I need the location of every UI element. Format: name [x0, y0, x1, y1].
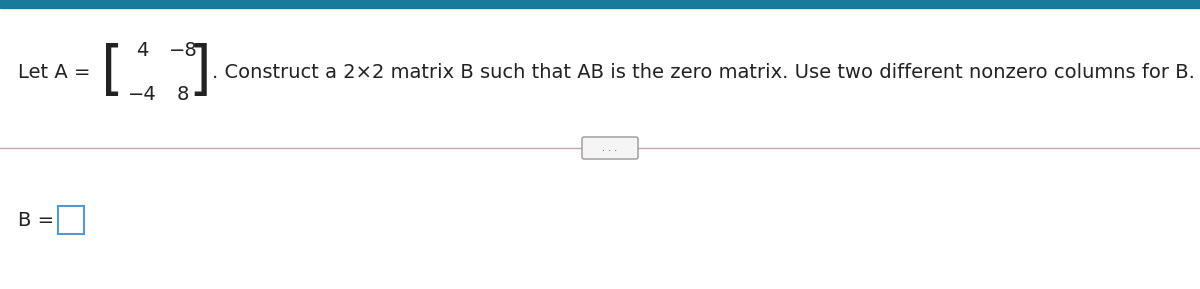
- Text: . . .: . . .: [602, 143, 618, 153]
- Text: . Construct a 2×2 matrix B such that AB is the zero matrix. Use two different no: . Construct a 2×2 matrix B such that AB …: [212, 62, 1195, 81]
- Text: ]: ]: [188, 44, 211, 101]
- Text: −8: −8: [169, 40, 197, 60]
- Text: −4: −4: [127, 84, 156, 103]
- FancyBboxPatch shape: [58, 206, 84, 234]
- Text: 8: 8: [176, 84, 190, 103]
- Text: [: [: [101, 44, 124, 101]
- Text: Let A =: Let A =: [18, 62, 97, 81]
- Text: 4: 4: [136, 40, 148, 60]
- FancyBboxPatch shape: [582, 137, 638, 159]
- Bar: [0, 0, 1200, 8]
- Text: B =: B =: [18, 210, 60, 229]
